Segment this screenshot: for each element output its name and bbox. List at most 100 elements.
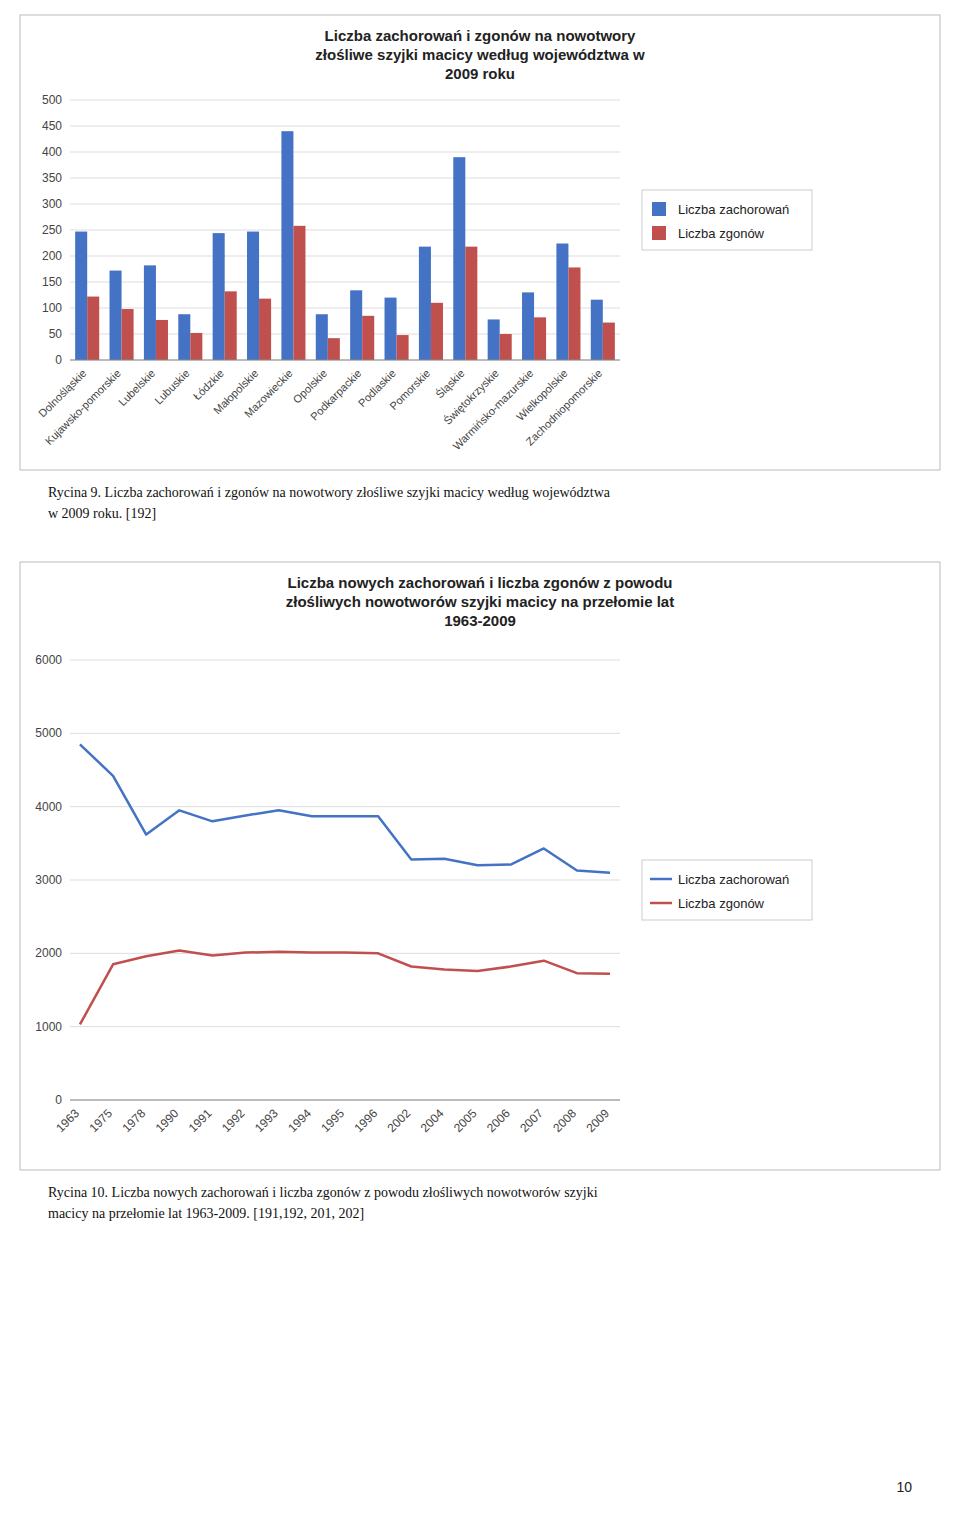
title-line: 1963-2009 (444, 612, 516, 629)
title-line: Liczba zachorowań i zgonów na nowotwory (325, 27, 637, 44)
bar (328, 338, 340, 360)
bar (603, 323, 615, 360)
caption: macicy na przełomie lat 1963-2009. [191,… (48, 1206, 364, 1221)
grid-line (70, 806, 620, 807)
x-tick-label: 1992 (219, 1106, 248, 1135)
grid-line (70, 733, 620, 734)
grid-line (70, 100, 620, 101)
bar (556, 244, 568, 360)
x-tick-label: 2007 (517, 1106, 546, 1135)
x-tick-label: 1991 (186, 1106, 215, 1135)
x-tick-label: Lubelskie (116, 367, 157, 408)
x-tick-label: Pomorskie (387, 367, 432, 412)
bar (500, 334, 512, 360)
x-tick-label: Zachodniopomorskie (524, 367, 605, 448)
x-tick-label: 2002 (385, 1106, 414, 1135)
bar (350, 290, 362, 360)
x-tick-label: 2004 (418, 1106, 447, 1135)
chart-border (20, 562, 940, 1170)
x-tick-label: 1993 (252, 1106, 281, 1135)
bar (453, 157, 465, 360)
y-tick-label: 4000 (35, 800, 62, 814)
y-tick-label: 0 (55, 1093, 62, 1107)
x-tick-label: 1975 (86, 1106, 115, 1135)
y-tick-label: 400 (42, 145, 62, 159)
chart: Liczba zachorowań i zgonów na nowotwory z… (20, 15, 940, 470)
bar (259, 299, 271, 360)
y-tick-label: 450 (42, 119, 62, 133)
legend-swatch (650, 902, 672, 905)
x-tick-label: 2005 (451, 1106, 480, 1135)
line (80, 744, 610, 872)
y-tick-label: 500 (42, 93, 62, 107)
bar (362, 316, 374, 360)
bar (281, 131, 293, 360)
chart-title: Liczba nowych zachorowań i liczba zgonów… (286, 574, 674, 629)
bar (397, 335, 409, 360)
legend-swatch (652, 226, 666, 240)
bar (144, 265, 156, 360)
legend-swatch (652, 202, 666, 216)
bar (75, 232, 87, 360)
legend-swatch (650, 878, 672, 881)
x-axis (70, 360, 620, 361)
page-number: 10 (896, 1479, 912, 1495)
y-tick-label: 0 (55, 353, 62, 367)
bar (178, 314, 190, 360)
x-tick-label: Śląskie (433, 367, 467, 401)
grid-line (70, 1100, 620, 1101)
caption: Rycina 9. Liczba zachorowań i zgonów na … (48, 485, 611, 500)
x-tick-label: 1994 (285, 1106, 314, 1135)
caption: Rycina 10. Liczba nowych zachorowań i li… (48, 1185, 598, 1200)
chart-title: Liczba zachorowań i zgonów na nowotwory z… (315, 27, 645, 82)
bar (247, 232, 259, 360)
x-tick-label: 1978 (120, 1106, 149, 1135)
bar (534, 317, 546, 360)
title-line: 2009 roku (445, 65, 515, 82)
bar (488, 319, 500, 360)
bar (87, 297, 99, 360)
bar (419, 247, 431, 360)
y-tick-label: 2000 (35, 946, 62, 960)
x-tick-label: Mazowieckie (242, 367, 295, 420)
bar (522, 292, 534, 360)
bar (213, 233, 225, 360)
line (80, 950, 610, 1024)
caption: w 2009 roku. [192] (48, 506, 156, 521)
x-tick-label: 2006 (484, 1106, 513, 1135)
grid-line (70, 178, 620, 179)
grid-line (70, 660, 620, 661)
bar (190, 333, 202, 360)
legend: Liczba zachorowań Liczba zgonów (642, 860, 812, 920)
bar (431, 303, 443, 360)
chart: Liczba nowych zachorowań i liczba zgonów… (20, 562, 940, 1170)
page: Liczba zachorowań i zgonów na nowotwory z… (0, 0, 960, 1513)
legend-label: Liczba zachorowań (678, 872, 789, 887)
y-tick-label: 50 (49, 327, 63, 341)
grid-line (70, 360, 620, 361)
x-tick-label: Podkarpackie (308, 367, 364, 423)
x-tick-label: 1995 (318, 1106, 347, 1135)
x-tick-label: 2008 (550, 1106, 579, 1135)
bar (591, 300, 603, 360)
y-tick-label: 150 (42, 275, 62, 289)
y-tick-label: 200 (42, 249, 62, 263)
y-tick-label: 3000 (35, 873, 62, 887)
bar (293, 226, 305, 360)
x-tick-label: Lubuskie (152, 367, 192, 407)
y-tick-label: 350 (42, 171, 62, 185)
x-tick-label: 1963 (53, 1106, 82, 1135)
grid-line (70, 1026, 620, 1027)
title-line: złośliwe szyjki macicy według województw… (315, 46, 645, 63)
legend-label: Liczba zachorowań (678, 202, 789, 217)
grid-line (70, 152, 620, 153)
bar (568, 267, 580, 360)
grid-line (70, 126, 620, 127)
y-tick-label: 1000 (35, 1020, 62, 1034)
legend-label: Liczba zgonów (678, 896, 765, 911)
chart-border (20, 15, 940, 470)
bar (156, 320, 168, 360)
y-tick-label: 250 (42, 223, 62, 237)
marks (80, 744, 610, 1024)
title-line: Liczba nowych zachorowań i liczba zgonów… (287, 574, 672, 591)
